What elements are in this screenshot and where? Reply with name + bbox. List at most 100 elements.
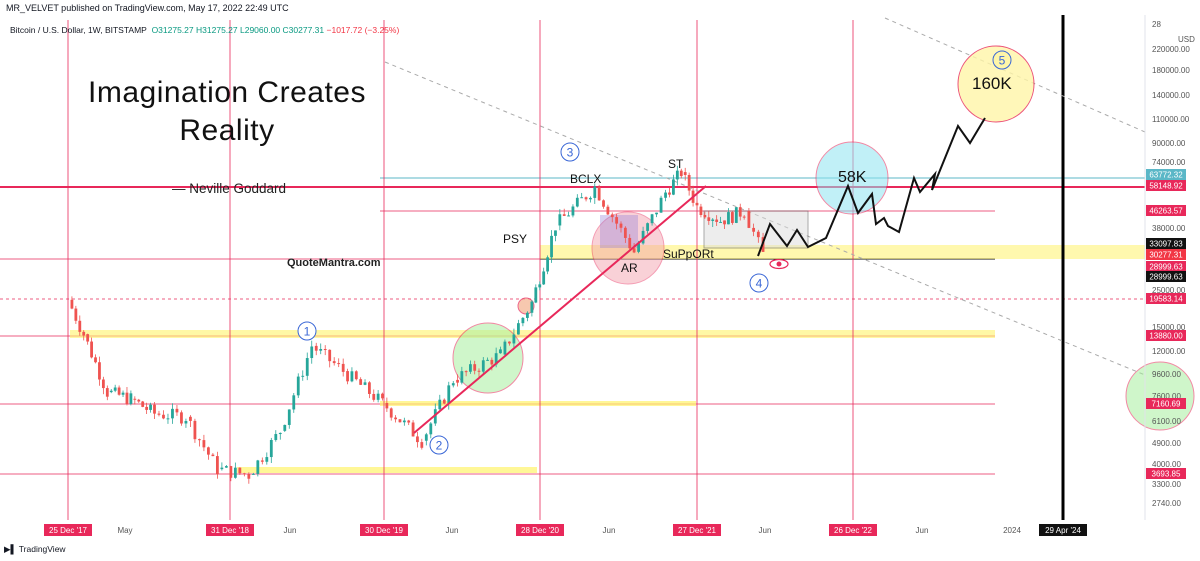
- svg-text:13880.00: 13880.00: [1149, 332, 1183, 341]
- candle-body: [575, 197, 579, 207]
- high-value: H31275.27: [196, 25, 238, 35]
- candle-body: [664, 192, 667, 198]
- candle-body: [481, 360, 485, 372]
- candle-body: [715, 219, 719, 222]
- time-tick-label: 2024: [1003, 526, 1021, 535]
- candle-body: [668, 192, 671, 195]
- candle-body: [420, 442, 424, 448]
- candle-body: [407, 420, 411, 423]
- price-tick-label: 28: [1152, 20, 1161, 29]
- candle-body: [456, 379, 459, 383]
- candle-body: [305, 358, 309, 376]
- ar-label: AR: [621, 261, 638, 275]
- candle-body: [389, 408, 393, 418]
- candle-body: [606, 206, 610, 215]
- price-tick-label: 4900.00: [1152, 439, 1181, 448]
- candle-body: [121, 392, 125, 395]
- candle-body: [74, 308, 78, 321]
- time-tick-box: [44, 524, 92, 536]
- candle-body: [486, 359, 489, 361]
- candle-body: [494, 353, 498, 365]
- candle-body: [619, 223, 623, 228]
- tradingview-logo-icon: ▶▌: [4, 544, 17, 554]
- candle-body: [550, 235, 553, 258]
- price-tick-label: 38000.00: [1152, 224, 1186, 233]
- candle-body: [256, 460, 260, 474]
- candle-body: [157, 413, 161, 415]
- candle-body: [473, 364, 477, 371]
- candle-body: [727, 212, 730, 225]
- candle-body: [394, 417, 398, 420]
- time-tick-label: Jun: [446, 526, 459, 535]
- candle-body: [679, 170, 683, 177]
- time-axis: 25 Dec '17 May 31 Dec '18 Jun 30 Dec '19 Jun 2…: [0, 520, 1145, 539]
- price-tick-label: 6100.00: [1152, 417, 1181, 426]
- candle-body: [416, 436, 419, 443]
- candle-body: [229, 466, 233, 478]
- bclx-label: BCLX: [570, 172, 601, 186]
- quote-line-1: Imagination Creates: [88, 76, 366, 109]
- time-tick-box: [360, 524, 408, 536]
- range-box: [703, 210, 809, 249]
- candle-body: [703, 214, 707, 218]
- psy-label: PSY: [503, 232, 527, 246]
- candle-body: [269, 439, 273, 458]
- candle-body: [398, 419, 402, 423]
- candle-body: [687, 174, 691, 191]
- candle-body: [323, 348, 327, 350]
- time-tick-label: Jun: [603, 526, 616, 535]
- candle-body: [580, 197, 584, 199]
- candle-body: [447, 385, 451, 404]
- price-tick-label: 3300.00: [1152, 480, 1181, 489]
- time-tick-label: Jun: [759, 526, 772, 535]
- price-tick-label: 140000.00: [1152, 91, 1190, 100]
- svg-text:7160.69: 7160.69: [1152, 400, 1181, 409]
- candle-body: [310, 346, 314, 359]
- candle-body: [558, 214, 562, 226]
- candle-body: [247, 474, 251, 479]
- svg-text:30277.31: 30277.31: [1149, 251, 1183, 260]
- candle-body: [517, 323, 520, 335]
- candle-body: [675, 170, 679, 180]
- candle-body: [646, 223, 649, 231]
- candle-body: [503, 341, 507, 355]
- candle-body: [78, 320, 82, 332]
- candle-body: [359, 379, 363, 385]
- price-tick-label: 25000.00: [1152, 286, 1186, 295]
- candle-body: [220, 467, 224, 470]
- candle-body: [193, 420, 197, 440]
- price-tick-label: 12000.00: [1152, 347, 1186, 356]
- price-label: 63772.32: [1146, 169, 1186, 180]
- candle-body: [747, 211, 751, 228]
- candle-body: [385, 402, 389, 409]
- candle-body: [238, 467, 242, 474]
- time-tick-label: 27 Dec '21: [678, 526, 717, 535]
- candle-body: [292, 395, 296, 410]
- candle-body: [265, 457, 269, 462]
- st-label: ST: [668, 157, 684, 171]
- candle-body: [367, 382, 371, 394]
- svg-text:28999.63: 28999.63: [1149, 273, 1183, 282]
- candle-body: [180, 412, 183, 424]
- candle-body: [86, 334, 90, 342]
- candle-body: [301, 375, 305, 377]
- time-tick-label: Jun: [916, 526, 929, 535]
- candle-body: [602, 200, 605, 207]
- candle-body: [628, 237, 632, 249]
- candle-body: [202, 440, 206, 448]
- support-label: SuPpORt: [663, 247, 714, 261]
- candle-body: [82, 331, 86, 336]
- candle-body: [381, 393, 384, 399]
- candle-body: [742, 216, 746, 218]
- candle-body: [438, 399, 442, 410]
- svg-text:19583.14: 19583.14: [1149, 295, 1183, 304]
- price-tick-label: 4000.00: [1152, 460, 1181, 469]
- candle-body: [695, 202, 699, 206]
- candle-body: [153, 404, 156, 414]
- wave-3-label: 3: [567, 146, 574, 160]
- candle-body: [90, 341, 93, 358]
- change-value: −1017.72 (−3.25%): [326, 25, 400, 35]
- price-tick-label: 110000.00: [1152, 115, 1190, 124]
- candle-body: [332, 361, 336, 364]
